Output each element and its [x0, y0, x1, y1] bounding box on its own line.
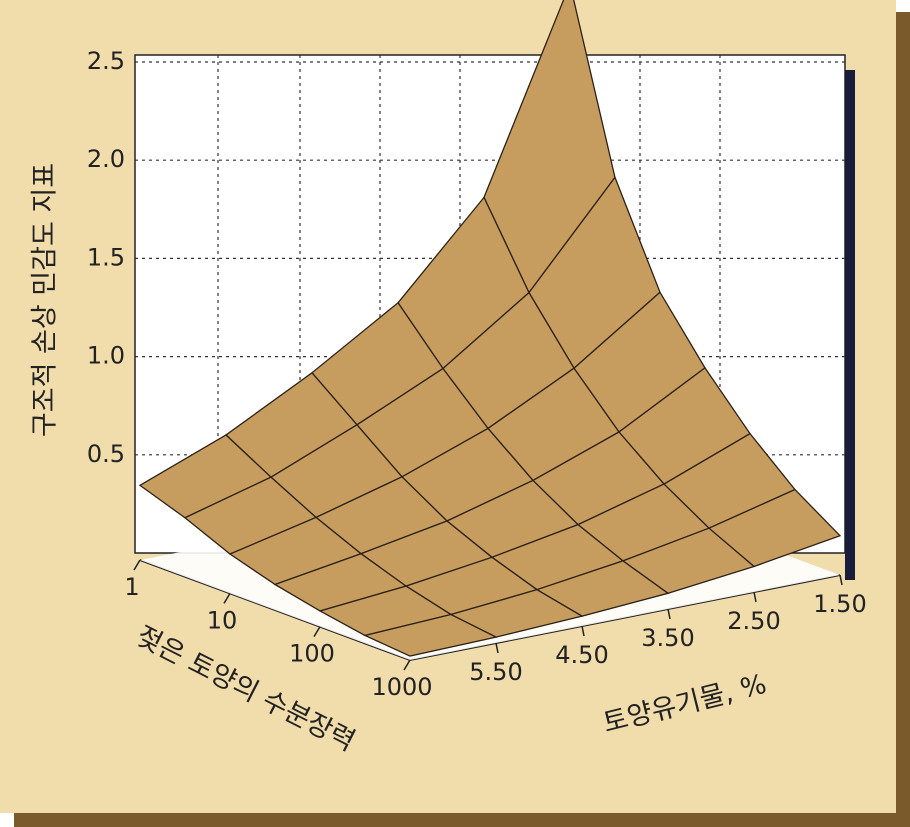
y-tick-label: 2.50	[727, 607, 780, 635]
x-tick	[223, 592, 231, 604]
x-tick	[313, 626, 321, 638]
x-tick-label: 1000	[371, 673, 432, 701]
x-tick-label: 100	[289, 640, 335, 668]
y-tick-label: 3.50	[641, 624, 694, 652]
x-tick	[403, 659, 411, 671]
y-tick	[667, 608, 671, 620]
y-tick	[495, 642, 499, 654]
x-tick-label: 1	[124, 573, 139, 601]
surface-cell	[362, 613, 498, 657]
y-tick-label: 1.50	[813, 590, 866, 618]
x-tick-label: 10	[207, 606, 238, 634]
y-tick	[581, 625, 585, 637]
z-tick-label: 0.5	[87, 440, 125, 468]
z-tick-label: 1.0	[87, 342, 125, 370]
x-tick	[133, 559, 141, 571]
z-tick-label: 1.5	[87, 243, 125, 271]
z-tick-label: 2.0	[87, 145, 125, 173]
y-tick	[753, 591, 757, 603]
panel-edge	[845, 70, 855, 580]
y-tick	[839, 574, 843, 586]
y-tick-label: 5.50	[469, 658, 522, 686]
y-tick-label: 4.50	[555, 641, 608, 669]
z-axis-title: 구조적 손상 민감도 지표	[30, 163, 61, 437]
z-tick-label: 2.5	[87, 47, 125, 75]
